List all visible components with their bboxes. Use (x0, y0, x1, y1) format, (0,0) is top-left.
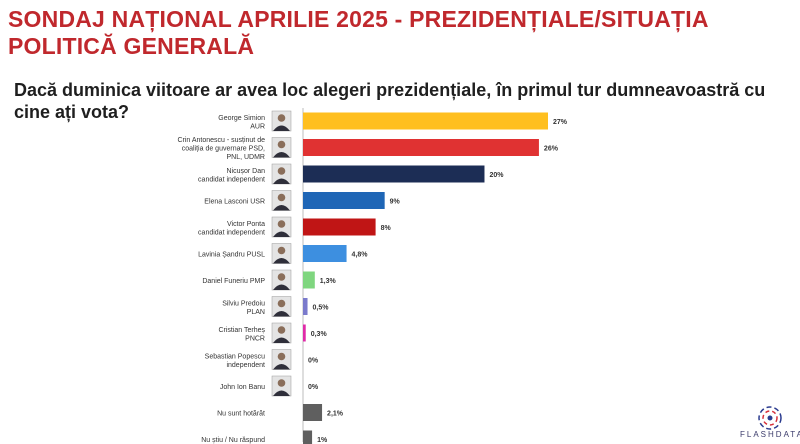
value-label: 0% (308, 384, 319, 391)
candidate-photo (271, 296, 292, 317)
value-label: 2,1% (327, 411, 344, 418)
chart-title: SONDAJ NAȚIONAL APRILIE 2025 - PREZIDENȚ… (8, 6, 708, 59)
bar (303, 298, 308, 315)
candidate-photo (271, 137, 292, 158)
bar (303, 139, 539, 156)
candidate-photo (271, 322, 292, 344)
category-label: Victor Ponta candidat independent (198, 221, 265, 237)
value-label: 4,8% (352, 252, 369, 259)
bar (303, 245, 347, 262)
value-label: 0,5% (313, 305, 330, 312)
category-label: Nu știu / Nu răspund (201, 437, 265, 444)
bar (303, 271, 315, 289)
category-label: Silviu Predoiu PLAN (222, 300, 265, 316)
bar (303, 192, 385, 209)
bar (303, 165, 485, 183)
candidate-photo (271, 375, 292, 397)
value-label: 27% (553, 119, 568, 126)
value-label: 0,3% (311, 331, 328, 338)
category-label: Lavinia Șandru PUSL (198, 252, 265, 259)
bar (303, 404, 323, 421)
brand-name: FLASHDATA (740, 430, 800, 439)
category-label: George Simion AUR (218, 115, 265, 131)
candidate-photo (271, 190, 292, 211)
candidate-photo (271, 349, 292, 370)
category-label: Sebastian Popescu independent (205, 353, 265, 369)
bar (303, 112, 548, 130)
bar (303, 430, 313, 444)
category-label: Cristian Terheș PNCR (218, 327, 265, 343)
value-label: 20% (489, 172, 504, 179)
value-label: 8% (381, 225, 392, 232)
value-label: 26% (544, 146, 559, 153)
category-label: Nu sunt hotărât (217, 411, 265, 418)
survey-question: Dacă duminica viitoare ar avea loc alege… (14, 80, 766, 122)
value-label: 9% (390, 199, 401, 206)
candidate-photo (271, 243, 292, 264)
category-label: Elena Lasconi USR (204, 199, 265, 206)
candidate-photo (271, 216, 292, 238)
candidate-photo (271, 163, 292, 185)
category-label: Nicușor Dan candidat independent (198, 168, 265, 184)
category-label: Crin Antonescu - susținut de coaliția de … (177, 137, 265, 161)
bar (303, 324, 306, 342)
candidate-photo (271, 110, 292, 132)
bar (303, 218, 376, 236)
candidate-photo (271, 269, 292, 291)
value-label: 1,3% (320, 278, 337, 285)
value-label: 0% (308, 358, 319, 365)
category-label: John Ion Banu (220, 384, 265, 391)
flashdata-logo-icon (758, 406, 782, 430)
category-label: Daniel Funeriu PMP (202, 278, 265, 285)
value-label: 1% (317, 437, 328, 444)
